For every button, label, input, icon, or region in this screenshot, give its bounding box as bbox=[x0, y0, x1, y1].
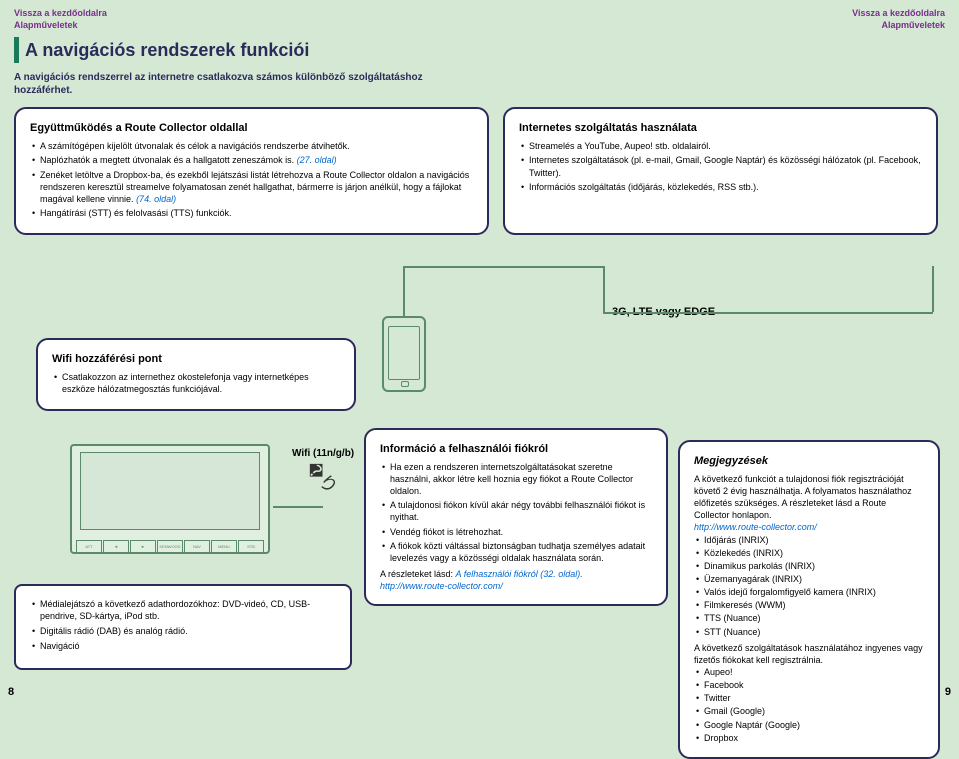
card1-item: Naplózhatók a megtett útvonalak és a hal… bbox=[30, 154, 473, 166]
nav-ops-right[interactable]: Alapműveletek bbox=[852, 20, 945, 32]
notes-item: Gmail (Google) bbox=[694, 705, 924, 717]
route-collector-card: Együttműködés a Route Collector oldallal… bbox=[14, 107, 489, 235]
connector-line bbox=[403, 266, 603, 268]
notes-item: TTS (Nuance) bbox=[694, 612, 924, 624]
top-nav: Vissza a kezdőoldalra Alapműveletek Viss… bbox=[14, 8, 945, 31]
notes-item: Dinamikus parkolás (INRIX) bbox=[694, 560, 924, 572]
notes-item: Üzemanyagárak (INRIX) bbox=[694, 573, 924, 585]
page-ref-link[interactable]: (27. oldal) bbox=[297, 155, 337, 165]
notes-para: A következő funkciót a tulajdonosi fiók … bbox=[694, 473, 924, 522]
nav-back-right[interactable]: Vissza a kezdőoldalra bbox=[852, 8, 945, 20]
media-item: Digitális rádió (DAB) és analóg rádió. bbox=[30, 625, 336, 637]
card2-item: Internetes szolgáltatások (pl. e-mail, G… bbox=[519, 154, 922, 178]
page-title: A navigációs rendszerek funkciói bbox=[25, 40, 309, 61]
connector-line bbox=[403, 266, 405, 316]
page-number-left: 8 bbox=[8, 686, 14, 698]
card1-item: A számítógépen kijelölt útvonalak és cél… bbox=[30, 140, 473, 152]
internet-service-card: Internetes szolgáltatás használata Strea… bbox=[503, 107, 938, 235]
connector-line bbox=[273, 506, 323, 508]
title-accent bbox=[14, 37, 19, 63]
connector-line bbox=[603, 266, 605, 312]
notes-item: Dropbox bbox=[694, 732, 924, 744]
media-item: Médialejátszó a következő adathordozókho… bbox=[30, 598, 336, 622]
notes-item: Időjárás (INRIX) bbox=[694, 534, 924, 546]
page-ref-link[interactable]: (74. oldal) bbox=[136, 194, 176, 204]
device-btn: NAV bbox=[184, 540, 210, 554]
device-btn: ◄ bbox=[103, 540, 129, 554]
media-card: Médialejátszó a következő adathordozókho… bbox=[14, 584, 352, 670]
wifi-heading: Wifi hozzáférési pont bbox=[52, 352, 340, 367]
notes-heading: Megjegyzések bbox=[694, 454, 924, 469]
notes-item: Valós idejű forgalomfigyelő kamera (INRI… bbox=[694, 586, 924, 598]
phone-icon bbox=[382, 316, 426, 392]
notes-item: Facebook bbox=[694, 679, 924, 691]
notes-item: Google Naptár (Google) bbox=[694, 719, 924, 731]
notes-item: Aupeo! bbox=[694, 666, 924, 678]
notes-item: Közlekedés (INRIX) bbox=[694, 547, 924, 559]
device-btn: MENU bbox=[211, 540, 237, 554]
notes-item: Filmkeresés (WWM) bbox=[694, 599, 924, 611]
page-subtitle: A navigációs rendszerrel az internetre c… bbox=[14, 71, 454, 97]
device-btn: KENWOOD bbox=[157, 540, 183, 554]
info-heading: Információ a felhasználói fiókról bbox=[380, 442, 652, 457]
wifi-card: Wifi hozzáférési pont Csatlakozzon az in… bbox=[36, 338, 356, 411]
wifi-icon: �り bbox=[300, 455, 344, 499]
device-btn: ► bbox=[130, 540, 156, 554]
notes-item: STT (Nuance) bbox=[694, 626, 924, 638]
page-number-right: 9 bbox=[945, 686, 951, 698]
info-item: Ha ezen a rendszeren internetszolgáltatá… bbox=[380, 461, 652, 497]
nav-ops-left[interactable]: Alapműveletek bbox=[14, 20, 107, 32]
device-btn: STB bbox=[238, 540, 264, 554]
device-btn: ATT bbox=[76, 540, 102, 554]
nav-back-left[interactable]: Vissza a kezdőoldalra bbox=[14, 8, 107, 20]
route-collector-url[interactable]: http://www.route-collector.com/ bbox=[380, 580, 652, 592]
info-item: A tulajdonosi fiókon kívül akár négy tov… bbox=[380, 499, 652, 523]
notes-para2: A következő szolgáltatások használatához… bbox=[694, 642, 924, 666]
account-ref-link[interactable]: A felhasználói fiókról (32. oldal). bbox=[456, 569, 583, 579]
account-info-card: Információ a felhasználói fiókról Ha eze… bbox=[364, 428, 668, 606]
card2-item: Streamelés a YouTube, Aupeo! stb. oldala… bbox=[519, 140, 922, 152]
title-bar: A navigációs rendszerek funkciói bbox=[14, 37, 945, 63]
wifi-item: Csatlakozzon az internethez okostelefonj… bbox=[52, 371, 340, 395]
card1-heading: Együttműködés a Route Collector oldallal bbox=[30, 121, 473, 136]
card2-item: Információs szolgáltatás (időjárás, közl… bbox=[519, 181, 922, 193]
route-collector-url[interactable]: http://www.route-collector.com/ bbox=[694, 521, 924, 533]
notes-item: Twitter bbox=[694, 692, 924, 704]
card1-item: Zenéket letöltve a Dropbox-ba, és ezekbő… bbox=[30, 169, 473, 205]
connector-line bbox=[932, 266, 934, 312]
connector-line bbox=[603, 312, 933, 314]
media-item: Navigáció bbox=[30, 640, 336, 652]
device-illustration: ATT ◄ ► KENWOOD NAV MENU STB bbox=[70, 444, 270, 568]
info-item: A fiókok közti váltással biztonságban tu… bbox=[380, 540, 652, 564]
info-item: Vendég fiókot is létrehozhat. bbox=[380, 526, 652, 538]
card2-heading: Internetes szolgáltatás használata bbox=[519, 121, 922, 136]
card1-item: Hangátírási (STT) és felolvasási (TTS) f… bbox=[30, 207, 473, 219]
wifi-label: Wifi (11n/g/b) bbox=[292, 448, 354, 459]
info-detail-text: A részleteket lásd: bbox=[380, 569, 456, 579]
notes-card: Megjegyzések A következő funkciót a tula… bbox=[678, 440, 940, 759]
